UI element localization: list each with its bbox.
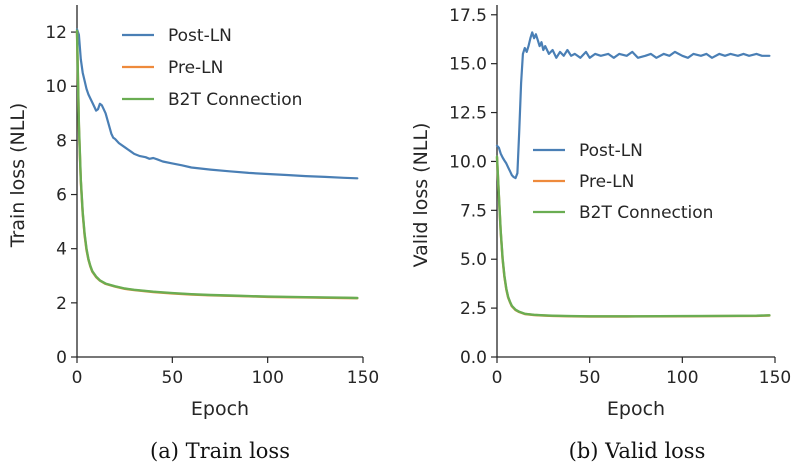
valid-y-tick-label: 17.5 (449, 6, 487, 26)
valid-y-tick-label: 12.5 (449, 104, 487, 124)
valid-legend-label: Pre-LN (579, 172, 634, 192)
valid-series-post-ln (495, 31, 771, 180)
valid-legend-label: Post-LN (579, 141, 643, 161)
train-y-tick-label: 6 (56, 186, 67, 206)
valid-x-tick-label: 100 (666, 368, 698, 388)
train-y-tick-label: 0 (56, 348, 67, 368)
train-y-tick-label: 10 (45, 77, 67, 97)
valid-legend: Post-LN Pre-LN B2T Connection (533, 141, 713, 223)
train-y-tick-label: 8 (56, 131, 67, 151)
valid-y-tick-label: 15.0 (449, 55, 487, 75)
valid-x-axis-label: Epoch (607, 398, 665, 420)
train-x-tick-label: 150 (347, 368, 379, 388)
train-y-tick-label: 2 (56, 294, 67, 314)
train-x-tick-label: 0 (72, 368, 83, 388)
valid-y-tick-label: 5.0 (460, 250, 487, 270)
valid-y-axis-label: Valid loss (NLL) (410, 123, 432, 268)
train-legend: Post-LN Pre-LN B2T Connection (122, 26, 302, 110)
train-y-axis-label: Train loss (NLL) (7, 103, 29, 249)
train-series-post-ln (75, 28, 359, 180)
train-caption: (a) Train loss (150, 439, 290, 463)
train-legend-label: B2T Connection (168, 90, 302, 110)
valid-x-tick-label: 150 (759, 368, 791, 388)
valid-loss-panel: 0 50 100 150 0.0 2.5 5.0 7.5 10.0 12.5 15.0 17.5 Epo… (410, 5, 791, 463)
train-x-tick-label: 50 (162, 368, 184, 388)
valid-x-tick-label: 0 (492, 368, 503, 388)
valid-y-tick-label: 7.5 (460, 201, 487, 221)
valid-y-tick-label: 0.0 (460, 348, 487, 368)
valid-y-tick-label: 10.0 (449, 152, 487, 172)
valid-caption: (b) Valid loss (569, 439, 706, 463)
valid-x-tick-label: 50 (579, 368, 601, 388)
train-series-b2t-connection (75, 29, 359, 300)
train-x-axis-label: Epoch (191, 398, 249, 420)
valid-legend-label: B2T Connection (579, 203, 713, 223)
train-x-tick-label: 100 (251, 368, 283, 388)
train-loss-panel: 0 50 100 150 0 2 4 6 8 10 12 Epoch Train loss (NLL) P… (7, 5, 379, 463)
valid-series-b2t-connection (495, 155, 771, 318)
train-y-tick-label: 4 (56, 240, 67, 260)
train-y-tick-label: 12 (45, 23, 67, 43)
train-legend-label: Pre-LN (168, 58, 223, 78)
valid-y-tick-label: 2.5 (460, 299, 487, 319)
train-legend-label: Post-LN (168, 26, 232, 46)
